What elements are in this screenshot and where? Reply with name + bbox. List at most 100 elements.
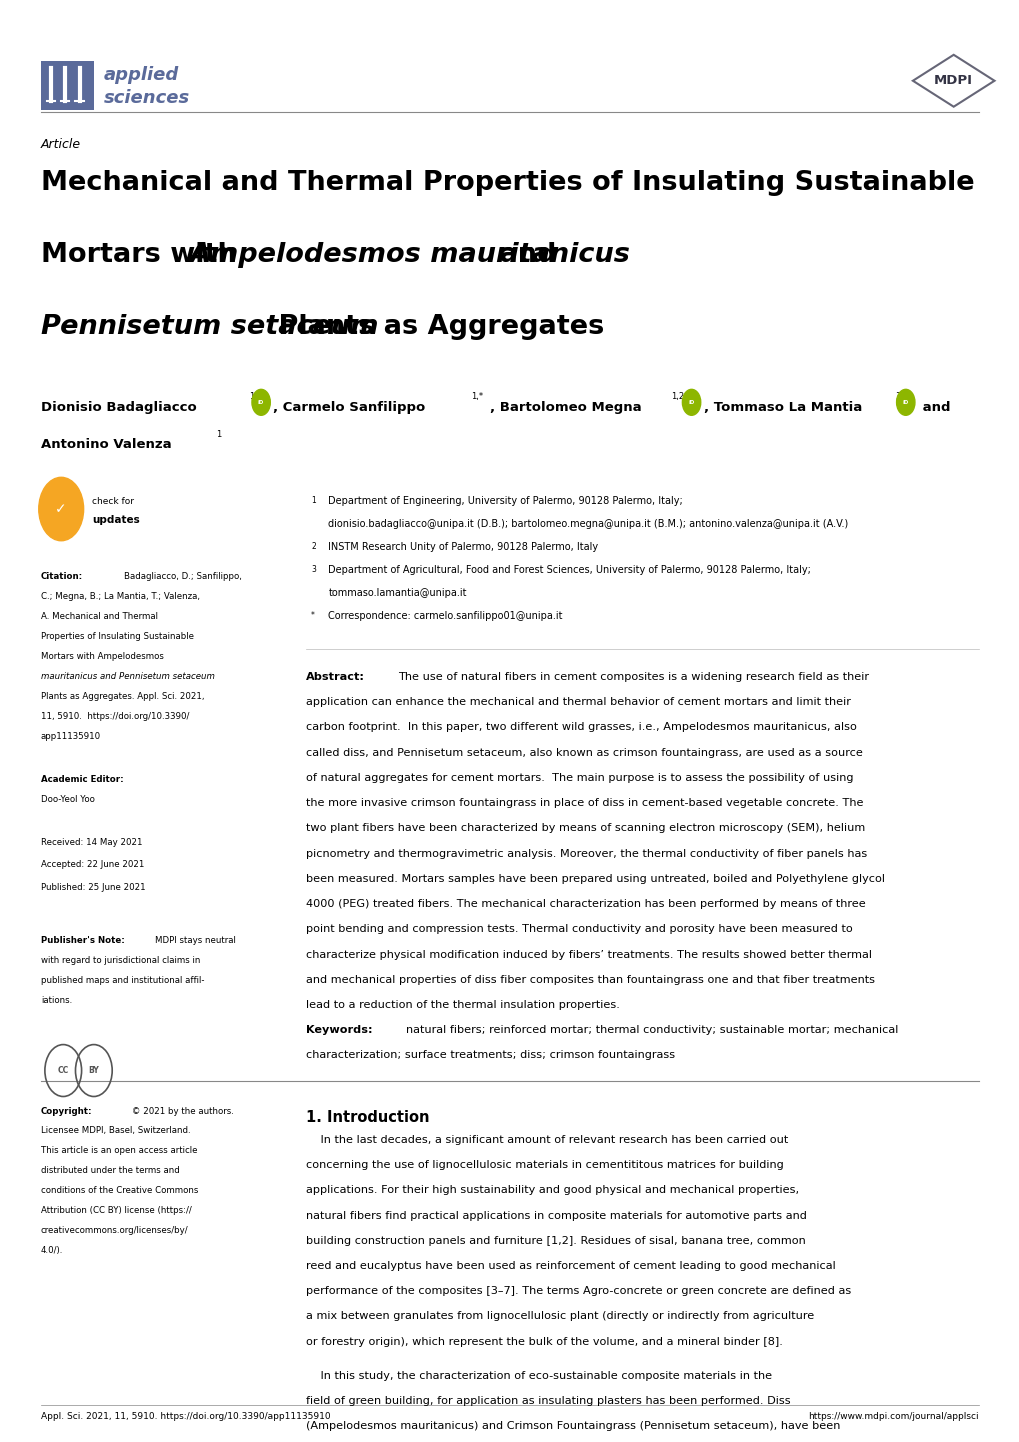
Text: 1: 1: [216, 430, 221, 438]
Text: of natural aggregates for cement mortars.  The main purpose is to assess the pos: of natural aggregates for cement mortars…: [306, 773, 853, 783]
Text: dionisio.badagliacco@unipa.it (D.B.); bartolomeo.megna@unipa.it (B.M.); antonino: dionisio.badagliacco@unipa.it (D.B.); ba…: [328, 519, 848, 529]
Text: CC: CC: [57, 1066, 69, 1076]
Text: Keywords:: Keywords:: [306, 1025, 372, 1035]
Text: The use of natural fibers in cement composites is a widening research field as t: The use of natural fibers in cement comp…: [397, 672, 868, 682]
Text: concerning the use of lignocellulosic materials in cementititous matrices for bu: concerning the use of lignocellulosic ma…: [306, 1159, 783, 1169]
Text: check for: check for: [92, 497, 133, 506]
Text: Received: 14 May 2021: Received: 14 May 2021: [41, 838, 143, 846]
Text: Academic Editor:: Academic Editor:: [41, 774, 123, 783]
Text: lead to a reduction of the thermal insulation properties.: lead to a reduction of the thermal insul…: [306, 1001, 620, 1009]
Text: 11, 5910.  https://doi.org/10.3390/: 11, 5910. https://doi.org/10.3390/: [41, 712, 189, 721]
Text: 1. Introduction: 1. Introduction: [306, 1110, 429, 1125]
Text: Mortars with Ampelodesmos: Mortars with Ampelodesmos: [41, 652, 163, 660]
Text: MDPI stays neutral: MDPI stays neutral: [155, 936, 235, 945]
Text: the more invasive crimson fountaingrass in place of diss in cement-based vegetab: the more invasive crimson fountaingrass …: [306, 799, 863, 808]
Text: updates: updates: [92, 515, 140, 525]
Text: In this study, the characterization of eco-sustainable composite materials in th: In this study, the characterization of e…: [306, 1370, 771, 1380]
Text: been measured. Mortars samples have been prepared using untreated, boiled and Po: been measured. Mortars samples have been…: [306, 874, 884, 884]
Text: Citation:: Citation:: [41, 572, 83, 581]
Text: distributed under the terms and: distributed under the terms and: [41, 1167, 179, 1175]
Text: 2: 2: [311, 542, 316, 551]
Text: , Bartolomeo Megna: , Bartolomeo Megna: [489, 401, 641, 414]
Text: application can enhance the mechanical and thermal behavior of cement mortars an: application can enhance the mechanical a…: [306, 698, 850, 707]
Text: creativecommons.org/licenses/by/: creativecommons.org/licenses/by/: [41, 1226, 189, 1234]
Text: Article: Article: [41, 138, 81, 151]
Text: conditions of the Creative Commons: conditions of the Creative Commons: [41, 1187, 198, 1195]
Text: carbon footprint.  In this paper, two different wild grasses, i.e., Ampelodesmos: carbon footprint. In this paper, two dif…: [306, 722, 856, 733]
Text: Accepted: 22 June 2021: Accepted: 22 June 2021: [41, 861, 144, 870]
Text: Mechanical and Thermal Properties of Insulating Sustainable: Mechanical and Thermal Properties of Ins…: [41, 170, 973, 196]
Text: iations.: iations.: [41, 996, 72, 1005]
Text: 1,*: 1,*: [471, 392, 483, 401]
Text: with regard to jurisdictional claims in: with regard to jurisdictional claims in: [41, 956, 200, 965]
Text: characterize physical modification induced by fibers’ treatments. The results sh: characterize physical modification induc…: [306, 950, 871, 959]
Text: BY: BY: [89, 1066, 99, 1076]
Text: Doo-Yeol Yoo: Doo-Yeol Yoo: [41, 795, 95, 803]
Text: , Tommaso La Mantia: , Tommaso La Mantia: [703, 401, 861, 414]
Circle shape: [896, 389, 914, 415]
Text: picnometry and thermogravimetric analysis. Moreover, the thermal conductivity of: picnometry and thermogravimetric analysi…: [306, 848, 866, 858]
Text: 4000 (PEG) treated fibers. The mechanical characterization has been performed by: 4000 (PEG) treated fibers. The mechanica…: [306, 900, 865, 908]
Text: 1: 1: [249, 392, 254, 401]
Text: published maps and institutional affil-: published maps and institutional affil-: [41, 976, 204, 985]
Text: tommaso.lamantia@unipa.it: tommaso.lamantia@unipa.it: [328, 588, 467, 598]
Text: In the last decades, a significant amount of relevant research has been carried : In the last decades, a significant amoun…: [306, 1135, 788, 1145]
Text: field of green building, for application as insulating plasters has been perform: field of green building, for application…: [306, 1396, 790, 1406]
Text: characterization; surface treatments; diss; crimson fountaingrass: characterization; surface treatments; di…: [306, 1051, 675, 1060]
Text: Appl. Sci. 2021, 11, 5910. https://doi.org/10.3390/app11135910: Appl. Sci. 2021, 11, 5910. https://doi.o…: [41, 1412, 330, 1420]
Text: iD: iD: [902, 399, 908, 405]
Text: INSTM Research Unity of Palermo, 90128 Palermo, Italy: INSTM Research Unity of Palermo, 90128 P…: [328, 542, 598, 552]
Text: Dionisio Badagliacco: Dionisio Badagliacco: [41, 401, 197, 414]
Text: applied: applied: [104, 66, 179, 84]
Text: Properties of Insulating Sustainable: Properties of Insulating Sustainable: [41, 632, 194, 642]
Text: *: *: [311, 611, 315, 620]
Text: Department of Engineering, University of Palermo, 90128 Palermo, Italy;: Department of Engineering, University of…: [328, 496, 683, 506]
Text: Ampelodesmos mauritanicus: Ampelodesmos mauritanicus: [190, 242, 630, 268]
Text: (Ampelodesmos mauritanicus) and Crimson Fountaingrass (Pennisetum setaceum), hav: (Ampelodesmos mauritanicus) and Crimson …: [306, 1422, 840, 1430]
Text: app11135910: app11135910: [41, 731, 101, 741]
Text: applications. For their high sustainability and good physical and mechanical pro: applications. For their high sustainabil…: [306, 1185, 798, 1195]
Text: and mechanical properties of diss fiber composites than fountaingrass one and th: and mechanical properties of diss fiber …: [306, 975, 874, 985]
Text: Published: 25 June 2021: Published: 25 June 2021: [41, 883, 146, 891]
Text: 4.0/).: 4.0/).: [41, 1246, 63, 1255]
Text: called diss, and Pennisetum setaceum, also known as crimson fountaingrass, are u: called diss, and Pennisetum setaceum, al…: [306, 748, 862, 757]
Text: 1: 1: [311, 496, 316, 505]
Text: natural fibers find practical applications in composite materials for automotive: natural fibers find practical applicatio…: [306, 1211, 806, 1220]
Text: sciences: sciences: [104, 89, 191, 107]
Text: 1,2: 1,2: [671, 392, 684, 401]
Text: Plants as Aggregates. Appl. Sci. 2021,: Plants as Aggregates. Appl. Sci. 2021,: [41, 692, 204, 701]
Text: and: and: [489, 242, 555, 268]
Text: iD: iD: [258, 399, 264, 405]
Text: Plants as Aggregates: Plants as Aggregates: [269, 314, 604, 340]
Text: A. Mechanical and Thermal: A. Mechanical and Thermal: [41, 613, 158, 622]
Text: 3: 3: [311, 565, 316, 574]
Text: 3: 3: [895, 392, 900, 401]
Text: MDPI: MDPI: [933, 74, 972, 88]
Text: two plant fibers have been characterized by means of scanning electron microscop: two plant fibers have been characterized…: [306, 823, 864, 833]
Text: reed and eucalyptus have been used as reinforcement of cement leading to good me: reed and eucalyptus have been used as re…: [306, 1260, 835, 1270]
Text: © 2021 by the authors.: © 2021 by the authors.: [128, 1106, 233, 1116]
Text: https://www.mdpi.com/journal/applsci: https://www.mdpi.com/journal/applsci: [808, 1412, 978, 1420]
Text: Attribution (CC BY) license (https://: Attribution (CC BY) license (https://: [41, 1206, 192, 1216]
Text: or forestry origin), which represent the bulk of the volume, and a mineral binde: or forestry origin), which represent the…: [306, 1337, 783, 1347]
Text: Badagliacco, D.; Sanfilippo,: Badagliacco, D.; Sanfilippo,: [124, 572, 243, 581]
Text: C.; Megna, B.; La Mantia, T.; Valenza,: C.; Megna, B.; La Mantia, T.; Valenza,: [41, 593, 200, 601]
Text: Pennisetum setaceum: Pennisetum setaceum: [41, 314, 378, 340]
Text: This article is an open access article: This article is an open access article: [41, 1146, 197, 1155]
Text: Antonino Valenza: Antonino Valenza: [41, 438, 171, 451]
Text: Correspondence: carmelo.sanfilippo01@unipa.it: Correspondence: carmelo.sanfilippo01@uni…: [328, 611, 562, 622]
Text: natural fibers; reinforced mortar; thermal conductivity; sustainable mortar; mec: natural fibers; reinforced mortar; therm…: [406, 1025, 898, 1035]
Text: Department of Agricultural, Food and Forest Sciences, University of Palermo, 901: Department of Agricultural, Food and For…: [328, 565, 810, 575]
Text: Mortars with: Mortars with: [41, 242, 246, 268]
Text: point bending and compression tests. Thermal conductivity and porosity have been: point bending and compression tests. The…: [306, 924, 852, 934]
Circle shape: [252, 389, 270, 415]
Text: Licensee MDPI, Basel, Switzerland.: Licensee MDPI, Basel, Switzerland.: [41, 1126, 191, 1135]
Circle shape: [39, 477, 84, 541]
Text: building construction panels and furniture [1,2]. Residues of sisal, banana tree: building construction panels and furnitu…: [306, 1236, 805, 1246]
Text: mauritanicus and Pennisetum setaceum: mauritanicus and Pennisetum setaceum: [41, 672, 214, 681]
Text: , Carmelo Sanfilippo: , Carmelo Sanfilippo: [273, 401, 425, 414]
Text: Abstract:: Abstract:: [306, 672, 365, 682]
Text: iD: iD: [688, 399, 694, 405]
Text: performance of the composites [3–7]. The terms Agro-concrete or green concrete a: performance of the composites [3–7]. The…: [306, 1286, 851, 1296]
Text: Copyright:: Copyright:: [41, 1106, 92, 1116]
